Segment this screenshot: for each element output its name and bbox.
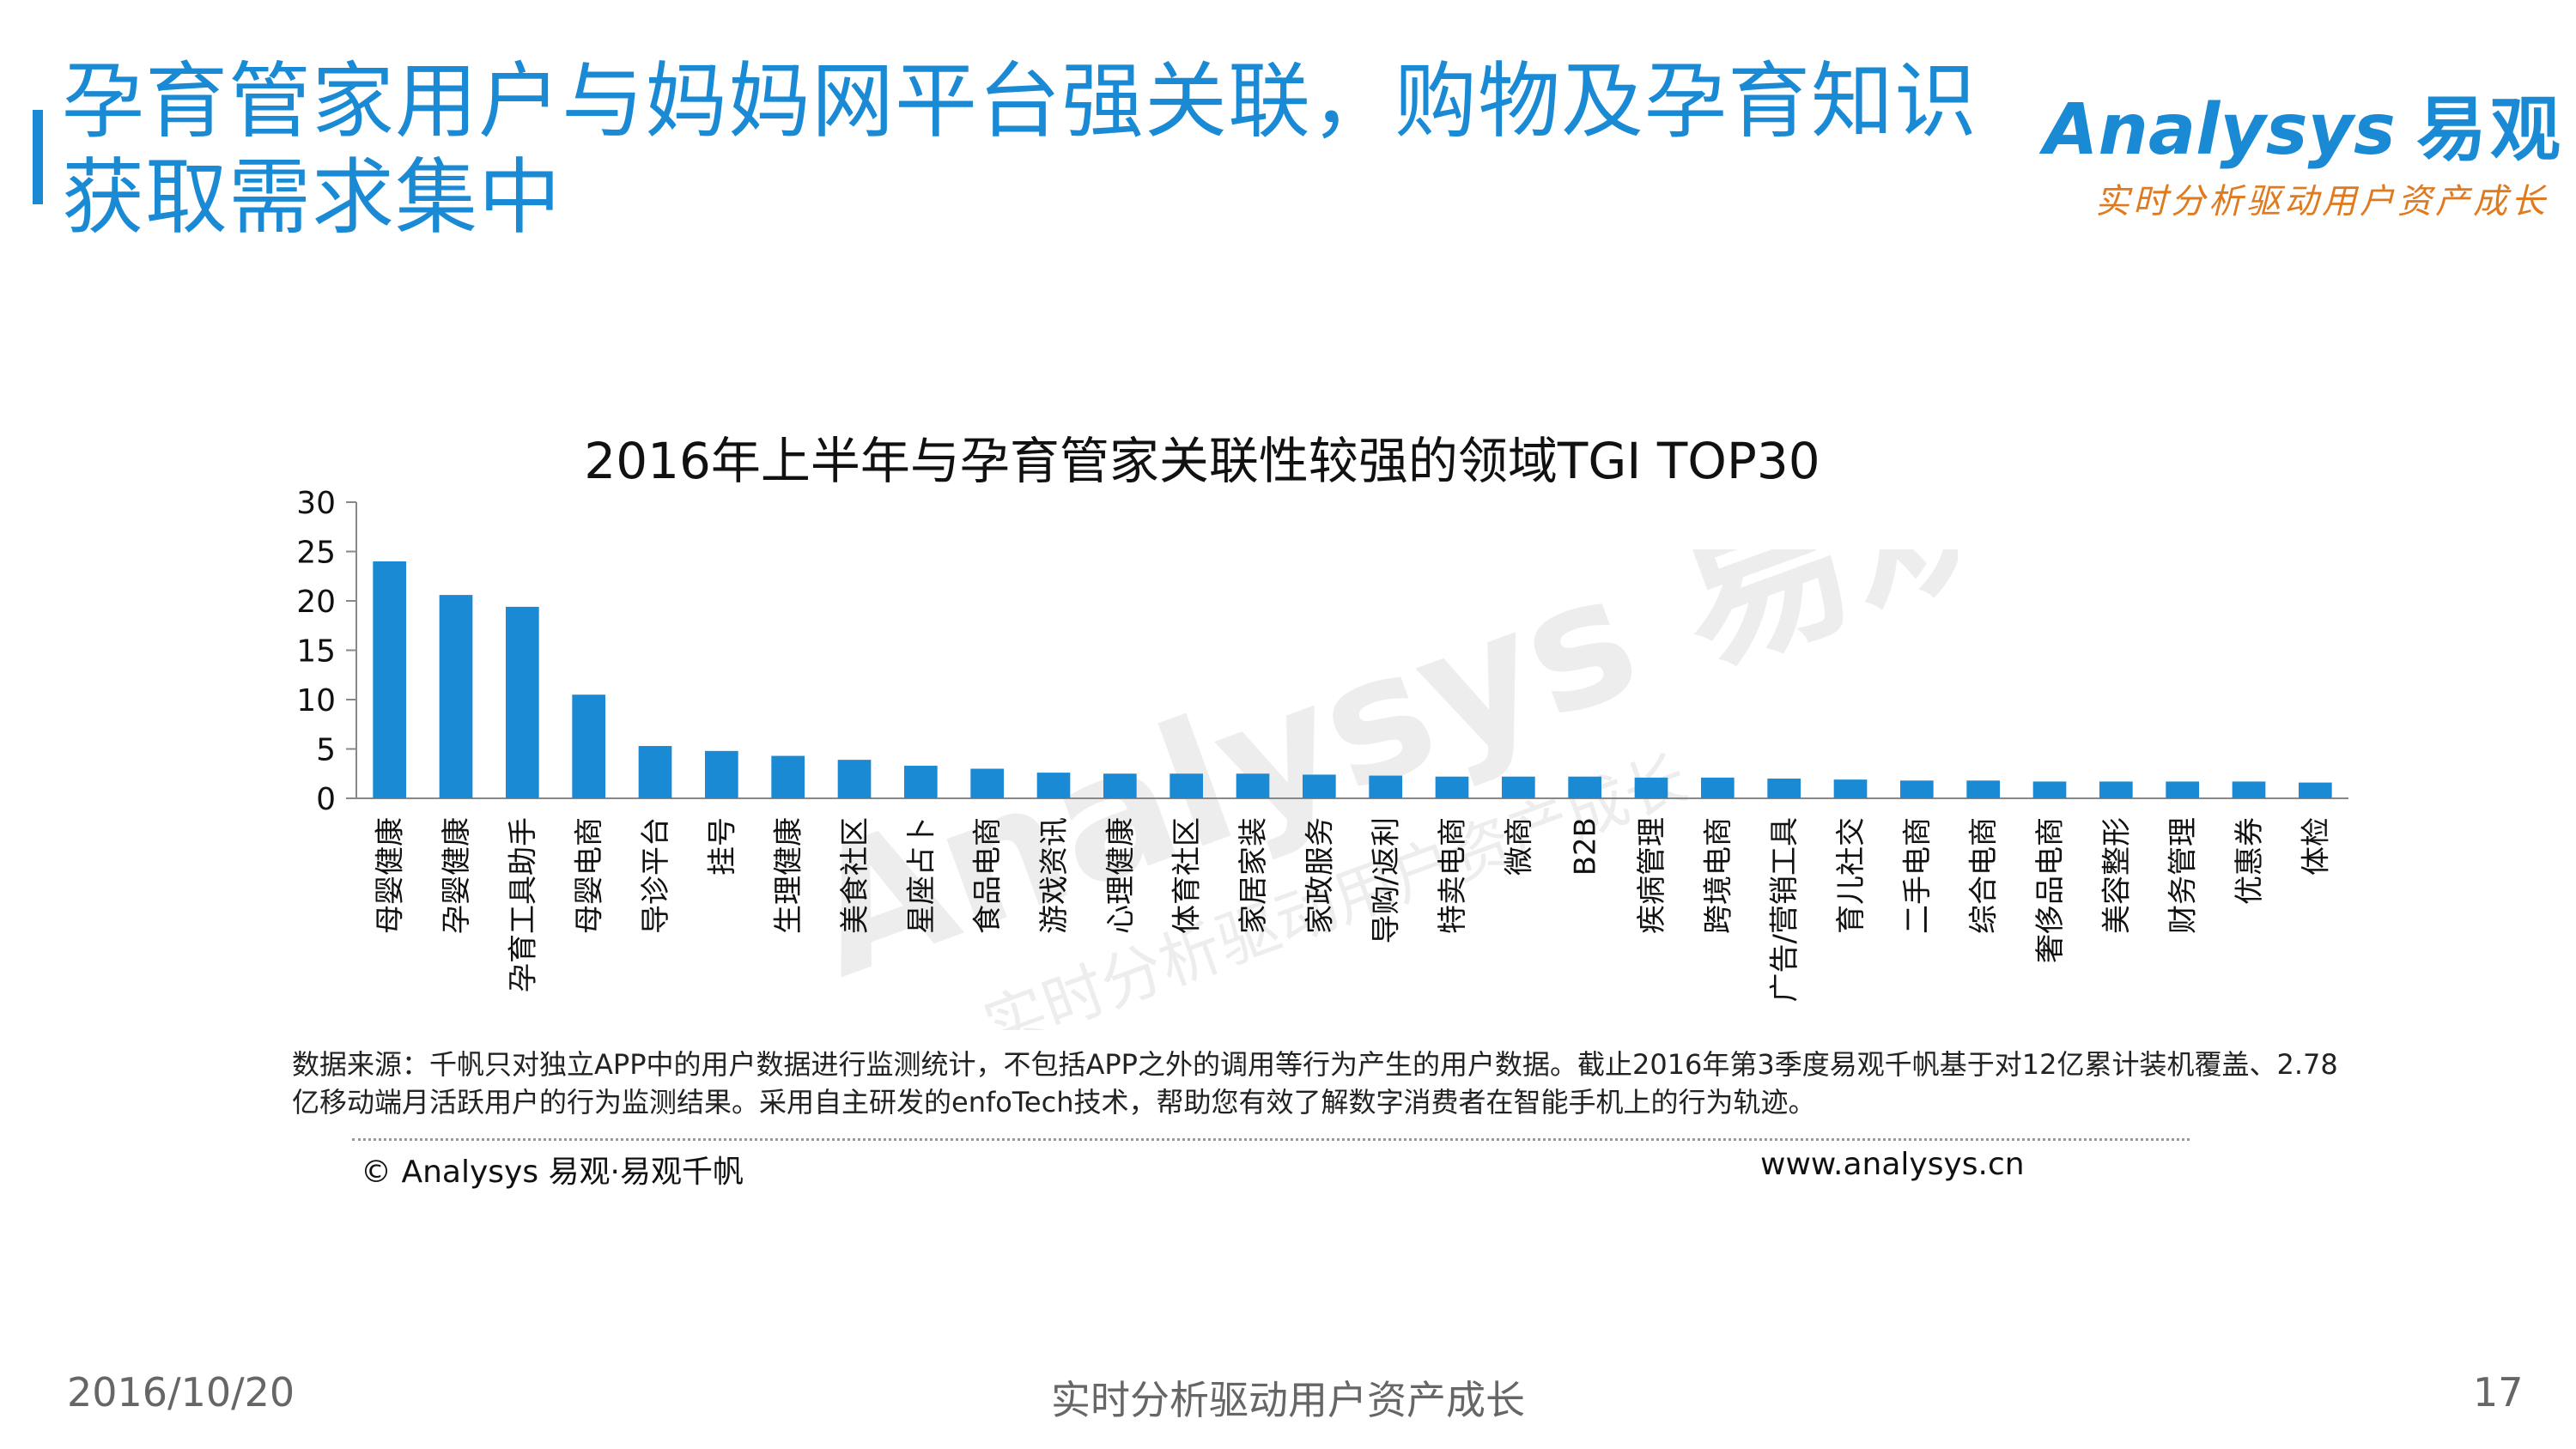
x-category-label: 挂号 [705,817,739,876]
x-category-label: 游戏资讯 [1037,817,1072,934]
y-tick-label: 5 [316,733,336,768]
bar [904,766,938,798]
bar [1435,776,1469,798]
x-category-label: 家居家装 [1236,817,1271,934]
bar [1170,773,1203,798]
bar [1900,780,1934,798]
page-number: 17 [2473,1369,2524,1416]
x-category-label: 母婴电商 [573,817,607,934]
logo-slogan: 实时分析驱动用户资产成长 [2095,182,2549,221]
y-tick-label: 15 [296,634,336,670]
x-category-label: 特卖电商 [1436,817,1470,934]
x-category-label: 财务管理 [2166,817,2201,934]
x-category-label: 生理健康 [772,817,806,934]
y-tick-label: 20 [296,585,336,620]
x-category-label: 微商 [1502,817,1536,876]
x-category-label: 体检 [2299,817,2333,876]
x-category-label: 美食社区 [838,817,872,934]
y-tick-label: 30 [296,486,336,521]
x-category-label: 孕育工具助手 [506,817,540,992]
website-link[interactable]: www.analysys.cn [1760,1147,2025,1182]
x-category-label: 导诊平台 [639,817,673,934]
dotted-divider [352,1138,2190,1141]
x-category-label: 综合电商 [1967,817,2002,934]
bar [1634,777,1668,798]
bar [1036,773,1071,798]
y-tick-label: 0 [316,782,336,817]
y-tick-label: 10 [296,683,336,718]
bar [837,760,872,798]
x-category-label: 导购/返利 [1370,817,1404,943]
bar [1369,775,1402,798]
x-category-label: 育儿社交 [1834,817,1868,934]
x-category-label: 二手电商 [1900,817,1935,934]
x-category-label: 美容整形 [2099,817,2134,934]
title-accent-bar [33,110,43,204]
bar [373,561,406,798]
data-source-note: 数据来源：千帆只对独立APP中的用户数据进行监测统计，不包括APP之外的调用等行… [292,1048,2338,1119]
bar [439,595,473,798]
x-category-label: 体育社区 [1170,817,1205,934]
bar [970,768,1004,798]
bar [1236,773,1270,798]
x-category-label: 疾病管理 [1635,817,1669,934]
bar [1966,780,2000,798]
bar [1568,776,1601,798]
x-category-label: 星座占卜 [904,817,939,934]
bar [2166,781,2199,798]
slide-title: 孕育管家用户与妈妈网平台强关联，购物及孕育知识获取需求集中 [62,53,1978,246]
bar [2099,781,2133,798]
x-category-label: 广告/营销工具 [1768,817,1802,1002]
bar [705,750,738,798]
x-category-label: 优惠券 [2233,817,2267,905]
bar [638,746,672,798]
footer-slogan: 实时分析驱动用户资产成长 [1051,1377,1525,1423]
bar [771,755,805,798]
bar [2299,782,2332,798]
bar [2032,781,2067,798]
bar [1502,776,1535,798]
x-category-label: B2B [1569,817,1603,876]
bar [572,694,605,798]
footer-date: 2016/10/20 [67,1369,295,1416]
bar [506,606,539,798]
logo-wordmark: Analysys 易观 [2044,72,2564,174]
y-tick-label: 25 [296,536,336,571]
bar [2232,781,2266,798]
bar [1303,774,1336,798]
bar [1701,777,1735,798]
x-category-label: 心理健康 [1103,817,1138,934]
analysys-logo: Analysys 易观 实时分析驱动用户资产成长 [2044,72,2561,227]
x-category-label: 奢侈品电商 [2033,817,2068,963]
x-category-label: 孕婴健康 [440,817,474,934]
x-category-label: 母婴健康 [374,817,408,934]
x-category-label: 家政服务 [1303,817,1337,934]
x-category-label: 食品电商 [971,817,1005,934]
logo-cn: 易观 [2415,89,2564,171]
chart-title: 2016年上半年与孕育管家关联性较强的领域TGI TOP30 [584,432,1820,490]
copyright: © Analysys 易观·易观千帆 [361,1155,744,1190]
bar [1767,779,1801,798]
bar [1103,773,1137,798]
x-category-label: 跨境电商 [1701,817,1735,934]
bar [1833,779,1868,798]
logo-text: Analysys [2044,89,2396,171]
